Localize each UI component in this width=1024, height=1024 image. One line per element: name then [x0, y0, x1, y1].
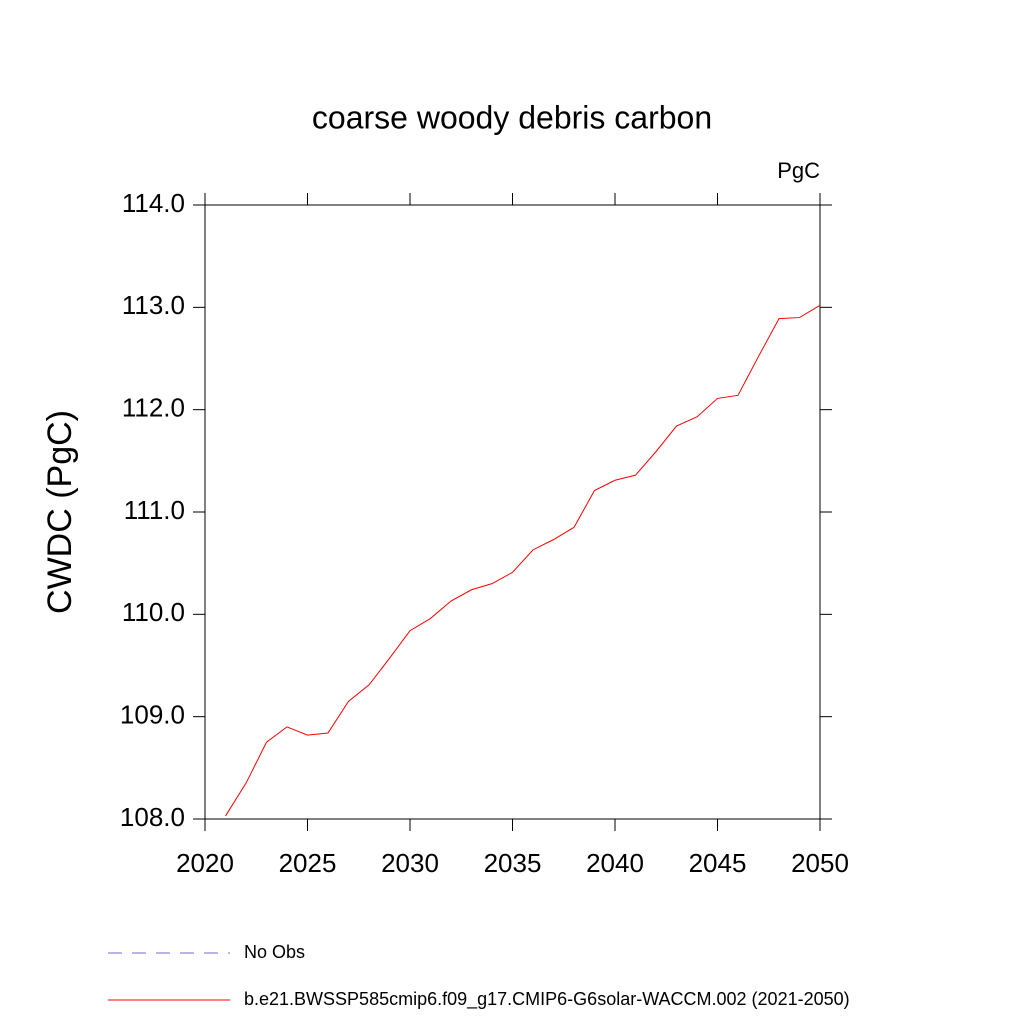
- x-tick-label: 2020: [176, 848, 234, 878]
- legend-label: b.e21.BWSSP585cmip6.f09_g17.CMIP6-G6sola…: [244, 989, 850, 1010]
- x-tick-label: 2050: [791, 848, 849, 878]
- y-tick-label: 109.0: [120, 700, 185, 730]
- legend-label: No Obs: [244, 942, 305, 962]
- x-tick-label: 2040: [586, 848, 644, 878]
- y-axis-label: CWDC (PgC): [41, 410, 79, 614]
- x-tick-label: 2045: [689, 848, 747, 878]
- y-tick-label: 108.0: [120, 802, 185, 832]
- y-tick-label: 110.0: [122, 597, 185, 627]
- x-tick-label: 2025: [279, 848, 337, 878]
- y-tick-label: 114.0: [122, 188, 185, 218]
- series-line: [225, 304, 821, 817]
- chart-title: coarse woody debris carbon: [312, 99, 712, 135]
- x-tick-label: 2035: [484, 848, 542, 878]
- units-label: PgC: [777, 158, 820, 183]
- y-tick-label: 111.0: [124, 495, 185, 525]
- y-tick-label: 113.0: [122, 290, 185, 320]
- y-tick-label: 112.0: [122, 393, 185, 423]
- x-tick-label: 2030: [381, 848, 439, 878]
